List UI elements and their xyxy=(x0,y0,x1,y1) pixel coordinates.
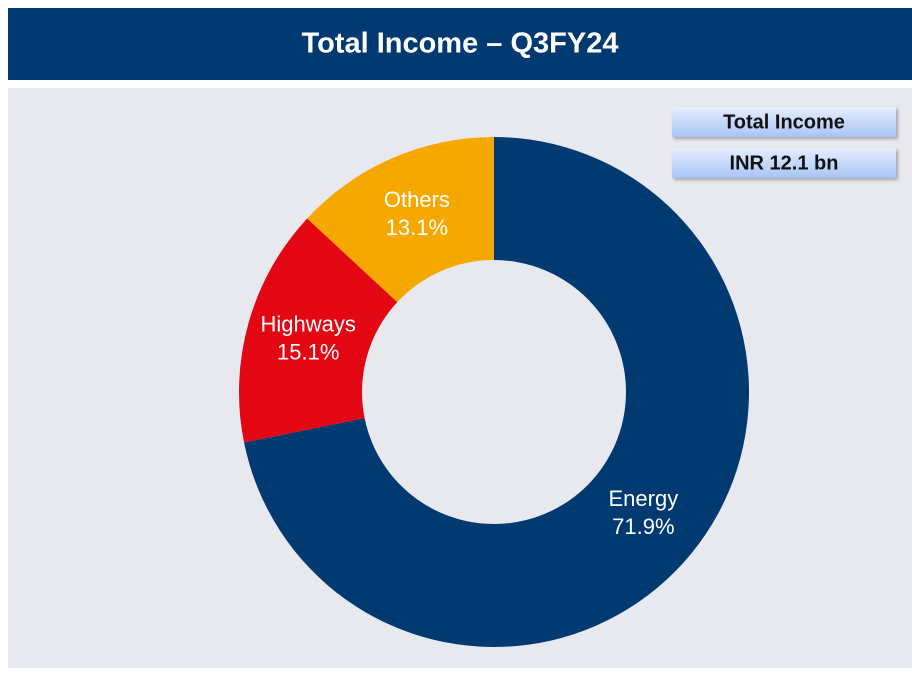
donut xyxy=(238,137,749,647)
annotation-box xyxy=(672,148,896,178)
slice-label: Others xyxy=(384,187,450,212)
title-bar xyxy=(8,8,912,80)
slice-label: Energy xyxy=(609,486,679,511)
annotation-box xyxy=(672,107,896,137)
annotation: INR 12.1 bn xyxy=(730,152,839,174)
value-label: 15.1% xyxy=(277,339,339,364)
annotation: Total Income xyxy=(723,111,845,133)
value-label: 71.9% xyxy=(612,514,674,539)
wedge xyxy=(244,137,749,647)
chart-title: Total Income – Q3FY24 xyxy=(302,28,619,60)
slice-label: Highways xyxy=(261,311,356,336)
value-label: 13.1% xyxy=(386,215,448,240)
wedge xyxy=(238,218,398,443)
wedge xyxy=(307,137,494,303)
